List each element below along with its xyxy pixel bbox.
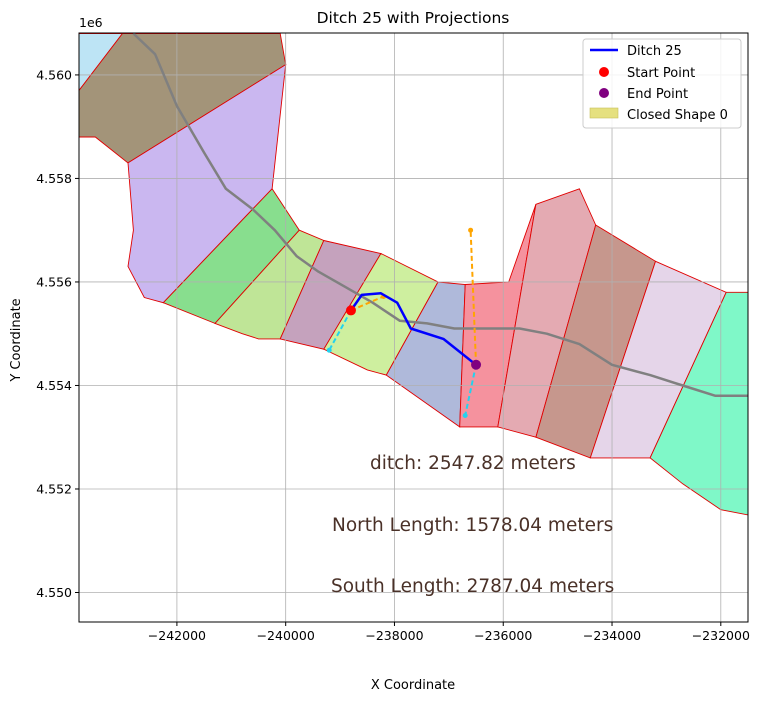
y-tick-label-1: 4.552 xyxy=(36,481,72,496)
centerline xyxy=(132,33,748,398)
projection-line-0 xyxy=(350,295,384,312)
projection-line-3 xyxy=(464,364,478,416)
ditch-line-0 xyxy=(349,292,477,366)
x-tick-label-5: −232000 xyxy=(692,628,750,643)
annotation-north-length: North Length: 1578.04 meters xyxy=(332,515,613,536)
legend-box xyxy=(582,38,742,129)
chart-title: Ditch 25 with Projections xyxy=(317,9,510,27)
y-tick-label-0: 4.550 xyxy=(36,585,72,600)
ditch-series xyxy=(349,292,477,366)
closed-shape-6 xyxy=(323,252,439,376)
closed-shape-2 xyxy=(127,63,287,304)
legend-start-point-label: Start Point xyxy=(627,66,695,81)
legend-end-point-label: End Point xyxy=(627,87,688,102)
x-axis-label: X Coordinate xyxy=(371,678,455,693)
legend-start-point-marker xyxy=(599,67,609,77)
projection-line-2 xyxy=(469,230,478,365)
y-tick-label-2: 4.554 xyxy=(36,378,72,393)
y-axis-label: Y Coordinate xyxy=(9,298,24,382)
x-tick-label-0: −242000 xyxy=(148,628,206,643)
y-tick-label-4: 4.558 xyxy=(36,171,72,186)
y-offset-label: 1e6 xyxy=(79,15,103,30)
projection-end-1 xyxy=(326,347,332,353)
legend-ditch-label: Ditch 25 xyxy=(627,44,682,59)
projection-end-3 xyxy=(462,412,468,418)
annotation-ditch-length: ditch: 2547.82 meters xyxy=(370,453,576,474)
projection-end-2 xyxy=(468,227,474,233)
start-point xyxy=(345,305,356,316)
y-tick-label-5: 4.560 xyxy=(36,67,72,82)
x-tick-label-2: −238000 xyxy=(365,628,423,643)
legend-closed-shape-swatch xyxy=(589,107,619,119)
legend: Ditch 25 Start Point End Point Closed Sh… xyxy=(582,38,742,129)
projection-lines xyxy=(326,227,478,418)
legend-closed-shape-label: Closed Shape 0 xyxy=(627,108,728,123)
centerline-group xyxy=(132,33,748,398)
y-tick-label-3: 4.556 xyxy=(36,274,72,289)
x-tick-label-1: −240000 xyxy=(257,628,315,643)
endpoints xyxy=(345,305,482,370)
x-axis-ticks: −242000 −240000 −238000 −236000 −234000 −2320… xyxy=(148,622,750,643)
x-tick-label-3: −236000 xyxy=(474,628,532,643)
closed-shape-1 xyxy=(79,33,287,164)
plot-frame xyxy=(78,32,749,623)
end-point xyxy=(471,359,482,370)
x-tick-label-4: −234000 xyxy=(583,628,641,643)
annotation-south-length: South Length: 2787.04 meters xyxy=(331,576,614,597)
grid xyxy=(79,33,748,622)
y-axis-ticks: 4.550 4.552 4.554 4.556 4.558 4.560 xyxy=(36,67,79,600)
legend-end-point-marker xyxy=(599,88,609,98)
